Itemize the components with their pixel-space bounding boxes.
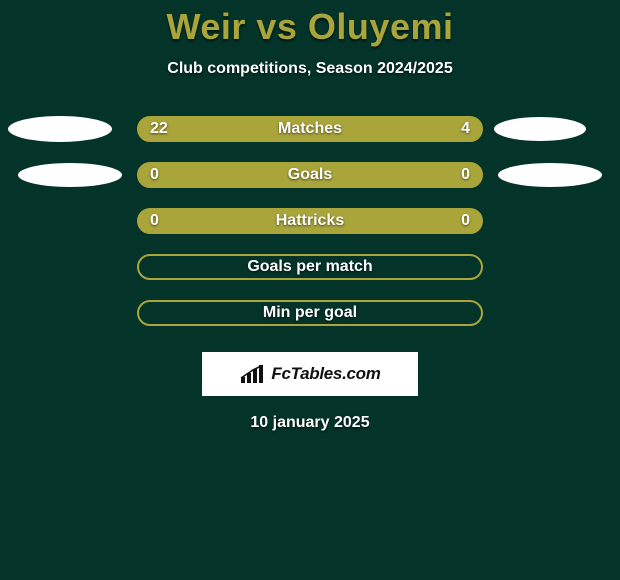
stat-label: Goals per match bbox=[139, 258, 481, 276]
player-marker-left bbox=[8, 116, 112, 142]
brand-badge: FcTables.com bbox=[202, 352, 418, 396]
stat-bar: Goals per match bbox=[137, 254, 483, 280]
player-marker-right bbox=[494, 117, 586, 141]
stat-label: Matches bbox=[138, 120, 482, 138]
stat-row: Matches22 4 bbox=[0, 116, 620, 142]
stat-value-right: 0 bbox=[461, 166, 470, 184]
stat-label: Goals bbox=[138, 166, 482, 184]
stat-row: Min per goal bbox=[0, 300, 620, 326]
bar-chart-icon bbox=[239, 363, 265, 385]
stat-bar: Goals0 0 bbox=[137, 162, 483, 188]
stat-value-right: 4 bbox=[461, 120, 470, 138]
stat-value-left: 0 bbox=[150, 212, 159, 230]
stat-row: Goals per match bbox=[0, 254, 620, 280]
date-text: 10 january 2025 bbox=[0, 414, 620, 432]
stat-value-left: 22 bbox=[150, 120, 168, 138]
stat-bar: Matches22 4 bbox=[137, 116, 483, 142]
stat-bar: Hattricks0 0 bbox=[137, 208, 483, 234]
stat-value-left: 0 bbox=[150, 166, 159, 184]
stat-rows: Matches224Goals00Hattricks00Goals per ma… bbox=[0, 116, 620, 346]
stat-bar: Min per goal bbox=[137, 300, 483, 326]
stat-row: Goals0 0 bbox=[0, 162, 620, 188]
subtitle: Club competitions, Season 2024/2025 bbox=[0, 60, 620, 78]
brand-text: FcTables.com bbox=[271, 364, 380, 384]
page-title: Weir vs Oluyemi bbox=[0, 6, 620, 48]
stat-row: Hattricks0 0 bbox=[0, 208, 620, 234]
player-marker-left bbox=[18, 163, 122, 187]
stat-label: Min per goal bbox=[139, 304, 481, 322]
stat-value-right: 0 bbox=[461, 212, 470, 230]
comparison-infographic: Weir vs Oluyemi Club competitions, Seaso… bbox=[0, 0, 620, 432]
stat-label: Hattricks bbox=[138, 212, 482, 230]
player-marker-right bbox=[498, 163, 602, 187]
